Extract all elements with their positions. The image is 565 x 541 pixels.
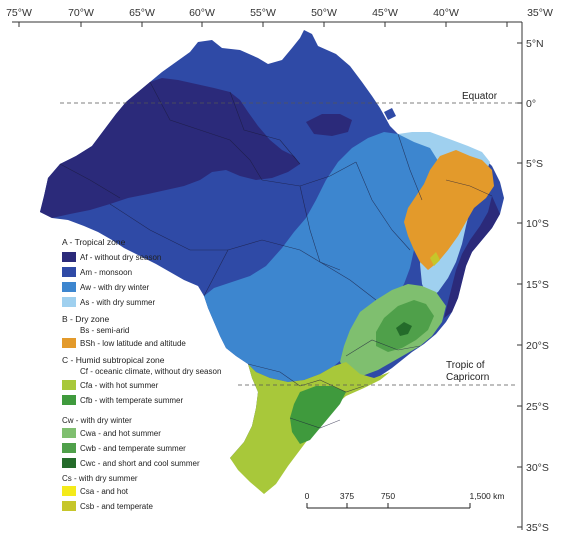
region-af-east — [306, 114, 352, 136]
longitude-label: 40°W — [433, 7, 459, 19]
legend-heading-tropical: A - Tropical zone — [62, 237, 126, 247]
legend-label-as: As - with dry summer — [80, 298, 155, 307]
legend-swatch-csb — [62, 501, 76, 511]
region-bsh — [404, 150, 494, 270]
longitude-label: 45°W — [372, 7, 398, 19]
legend-heading-dry: B - Dry zone — [62, 314, 110, 324]
legend-label-am: Am - monsoon — [80, 268, 132, 277]
latitude-label: 30°S — [526, 462, 549, 474]
latitude-label: 15°S — [526, 279, 549, 291]
climate-regions — [40, 30, 504, 494]
legend-swatch-am — [62, 267, 76, 277]
equator-label: Equator — [462, 91, 498, 102]
latitude-label: 35°S — [526, 522, 549, 534]
longitude-label: 50°W — [311, 7, 337, 19]
legend-swatch-cwa — [62, 428, 76, 438]
scale-label-375: 375 — [340, 491, 354, 501]
scale-label-1500: 1,500 km — [470, 491, 505, 501]
legend-swatch-aw — [62, 282, 76, 292]
region-cwc — [396, 322, 412, 336]
region-island — [384, 108, 396, 120]
latitude-label: 5°N — [526, 38, 544, 50]
legend-swatch-bsh — [62, 338, 76, 348]
legend-swatch-cwb — [62, 443, 76, 453]
region-af — [40, 78, 300, 218]
longitude-label: 35°W — [527, 7, 553, 19]
scale-bar: 0 375 750 1,500 km — [305, 491, 505, 509]
legend-label-csa: Csa - and hot — [80, 487, 129, 496]
legend-swatch-cwc — [62, 458, 76, 468]
legend-label-csb: Csb - and temperate — [80, 502, 153, 511]
state-borders — [59, 81, 493, 429]
legend-swatch-cfb — [62, 395, 76, 405]
longitude-label: 55°W — [250, 7, 276, 19]
scale-label-0: 0 — [305, 491, 310, 501]
longitude-label: 75°W — [6, 7, 32, 19]
legend-subheading-bs: Bs - semi-arid — [80, 326, 129, 335]
tropic-label-line1: Tropic of — [446, 360, 485, 371]
region-af-coast — [444, 196, 500, 318]
legend-swatch-as — [62, 297, 76, 307]
latitude-label: 10°S — [526, 218, 549, 230]
legend-label-cwb: Cwb - and temperate summer — [80, 444, 186, 453]
legend-label-cfa: Cfa - with hot summer — [80, 381, 159, 390]
legend-label-bsh: BSh - low latitude and altitude — [80, 339, 186, 348]
legend-swatch-cfa — [62, 380, 76, 390]
legend-heading-subtropical: C - Humid subtropical zone — [62, 355, 165, 365]
region-cfb — [290, 386, 346, 444]
map-frame — [12, 21, 523, 530]
legend-label-cfb: Cfb - with temperate summer — [80, 396, 183, 405]
latitude-label: 25°S — [526, 401, 549, 413]
latitude-label: 5°S — [526, 158, 543, 170]
latitude-label: 0° — [526, 98, 536, 110]
legend-label-aw: Aw - with dry winter — [80, 283, 150, 292]
legend: A - Tropical zone Af - without dry seaso… — [62, 237, 221, 511]
legend-label-af: Af - without dry season — [80, 253, 161, 262]
region-aw — [204, 132, 440, 382]
longitude-label: 60°W — [189, 7, 215, 19]
region-csb — [430, 252, 440, 266]
longitude-label: 65°W — [129, 7, 155, 19]
legend-swatch-af — [62, 252, 76, 262]
legend-heading-cw: Cw - with dry winter — [62, 416, 132, 425]
longitude-label: 70°W — [68, 7, 94, 19]
legend-heading-cs: Cs - with dry summer — [62, 474, 138, 483]
latitude-label: 20°S — [526, 340, 549, 352]
tropic-label-line2: Capricorn — [446, 372, 489, 383]
legend-subheading-cf: Cf - oceanic climate, without dry season — [80, 367, 221, 376]
legend-swatch-csa — [62, 486, 76, 496]
scale-label-750: 750 — [381, 491, 395, 501]
legend-label-cwa: Cwa - and hot summer — [80, 429, 161, 438]
legend-label-cwc: Cwc - and short and cool summer — [80, 459, 200, 468]
